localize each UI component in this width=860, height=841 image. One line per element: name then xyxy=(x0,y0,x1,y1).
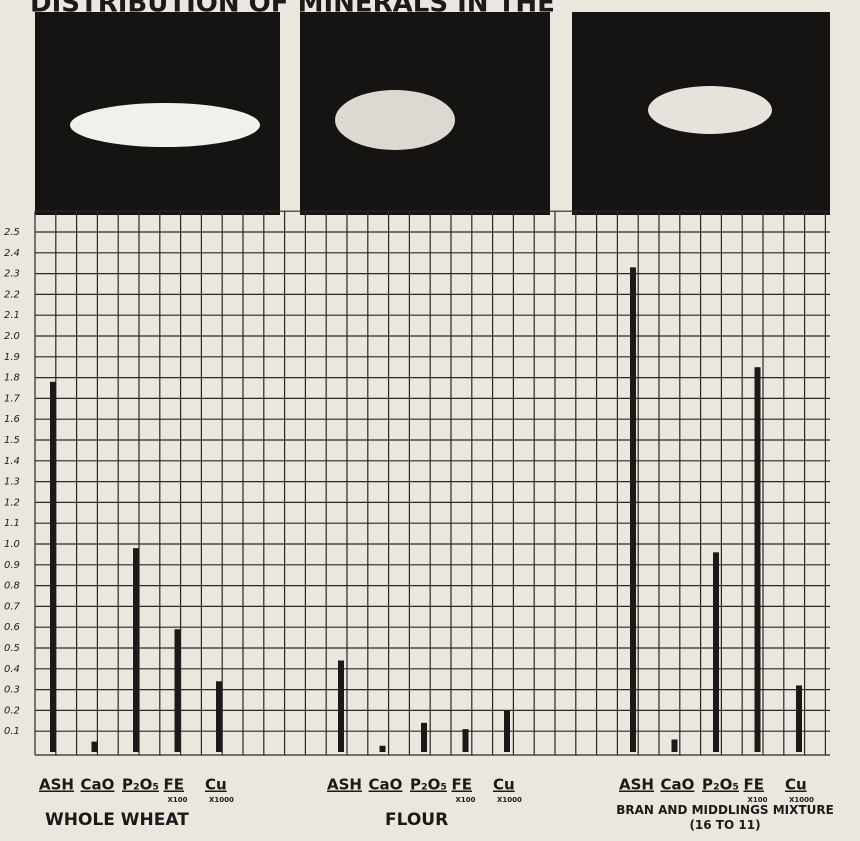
y-tick-label: 0.8 xyxy=(4,581,20,592)
group-label-box: BRAN AND MIDDLINGS MIXTURE (16 TO 11) xyxy=(616,803,834,832)
y-tick-label: 0.4 xyxy=(4,664,20,675)
y-tick-label: 0.5 xyxy=(4,643,20,654)
rat xyxy=(648,86,772,134)
factor-label: X100 xyxy=(748,796,768,804)
y-tick-label: 0.7 xyxy=(4,601,21,612)
x-tick-label: CaO xyxy=(81,776,115,794)
factor-label: X100 xyxy=(168,796,188,804)
y-tick-label: 0.6 xyxy=(4,622,20,633)
bar xyxy=(796,685,802,752)
bar xyxy=(504,710,510,752)
factor-label: X1000 xyxy=(789,796,814,804)
bar xyxy=(630,267,636,752)
y-tick-label: 1.9 xyxy=(4,352,20,363)
y-tick-label: 1.4 xyxy=(4,456,20,467)
bar xyxy=(50,381,56,752)
y-tick-label: 2.1 xyxy=(4,310,20,321)
y-tick-label: 1.6 xyxy=(4,414,20,425)
bar xyxy=(216,681,222,752)
x-tick-label: Cu xyxy=(493,776,515,794)
factor-label: X100 xyxy=(456,796,476,804)
y-tick-label: 0.1 xyxy=(4,726,20,737)
y-tick-label: 1.8 xyxy=(4,373,20,384)
bar xyxy=(174,629,181,752)
bar xyxy=(421,722,427,752)
photos xyxy=(35,12,830,215)
y-tick-label: 2.0 xyxy=(4,331,20,342)
x-tick-label: P₂O₅ xyxy=(702,776,739,794)
y-tick-label: 1.3 xyxy=(4,477,20,488)
y-tick-label: 1.5 xyxy=(4,435,20,446)
bar xyxy=(754,367,761,752)
x-tick-label: P₂O₅ xyxy=(122,776,159,794)
x-tick-label: Cu xyxy=(205,776,227,794)
x-tick-label: P₂O₅ xyxy=(410,776,447,794)
y-tick-label: 0.2 xyxy=(4,705,20,716)
y-tick-label: 0.9 xyxy=(4,560,20,571)
factor-label: X1000 xyxy=(209,796,234,804)
x-tick-label: CaO xyxy=(369,776,403,794)
y-tick-label: 2.2 xyxy=(4,289,20,300)
bar xyxy=(91,741,98,752)
y-tick-label: 0.3 xyxy=(4,685,20,696)
bar xyxy=(133,548,139,752)
y-tick-label: 2.3 xyxy=(4,269,20,280)
bar xyxy=(713,552,719,752)
y-tick-label: 1.7 xyxy=(4,393,21,404)
group-label: WHOLE WHEAT xyxy=(45,810,189,830)
x-tick-label: Cu xyxy=(785,776,807,794)
x-tick-label: ASH xyxy=(39,776,74,794)
group-label: FLOUR xyxy=(385,810,448,830)
y-tick-label: 1.2 xyxy=(4,497,20,508)
bar xyxy=(671,739,678,752)
y-tick-label: 1.1 xyxy=(4,518,20,529)
x-tick-label: ASH xyxy=(327,776,362,794)
y-tick-label: 2.5 xyxy=(4,227,20,238)
group-label: BRAN AND MIDDLINGS MIXTURE (16 TO 11) xyxy=(616,803,834,832)
factor-label: X1000 xyxy=(497,796,522,804)
rat xyxy=(335,90,455,150)
x-tick-label: FE xyxy=(164,776,185,794)
y-tick-label: 1.0 xyxy=(4,539,20,550)
x-tick-label: CaO xyxy=(661,776,695,794)
x-tick-label: FE xyxy=(452,776,473,794)
y-tick-label: 2.4 xyxy=(4,248,20,259)
bar xyxy=(338,660,344,752)
bar xyxy=(379,745,386,752)
x-tick-label: FE xyxy=(744,776,765,794)
bar xyxy=(462,729,469,752)
rat xyxy=(70,103,260,147)
x-tick-label: ASH xyxy=(619,776,654,794)
